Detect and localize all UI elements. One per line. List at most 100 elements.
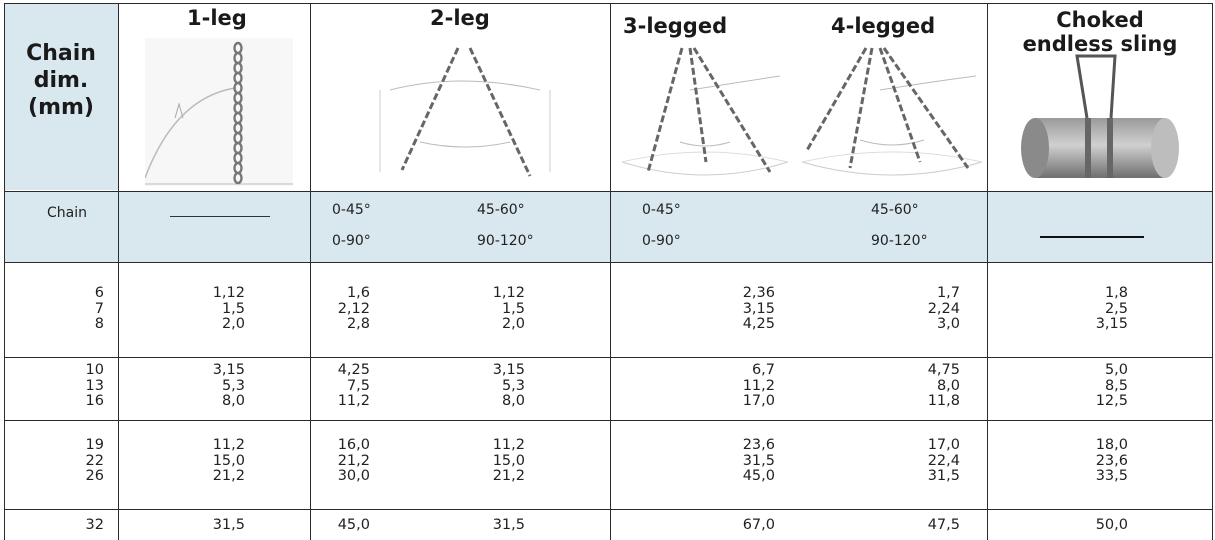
two-leg-b-value: 21,2: [492, 468, 525, 484]
three-four-b-value: 2,24: [927, 300, 960, 317]
two-leg-a-value: 21,2: [337, 452, 370, 469]
two-leg-a-value: 30,0: [337, 468, 370, 484]
three-four-a-value: 17,0: [742, 393, 775, 409]
group-1-dim: 6 7 8: [40, 285, 104, 333]
two-leg-b-value: 3,15: [492, 362, 525, 378]
one-leg-illustration: [145, 38, 293, 186]
one-leg-value: 1,5: [221, 300, 245, 317]
three-four-a-value: 4,25: [742, 316, 775, 332]
three-four-a-value: 3,15: [742, 300, 775, 317]
three-four-a-value: 2,36: [742, 285, 775, 301]
group-separator-2: [4, 420, 1213, 421]
choked-value: 3,15: [1095, 316, 1128, 332]
two-leg-b-value: 15,0: [492, 452, 525, 469]
group-1-one-leg: 1,12 1,5 2,0: [180, 285, 245, 333]
two-leg-a-value: 2,12: [337, 300, 370, 317]
two-leg-b-value: 1,5: [501, 300, 525, 317]
choked-value: 1,8: [1104, 285, 1128, 301]
group-4-choked: 50,0: [1060, 517, 1128, 534]
four-legged-illustration: [801, 47, 983, 176]
one-leg-value: 11,2: [212, 437, 245, 453]
header-bottom-border: [4, 191, 1213, 192]
three-four-angle-a2: 45-60°: [871, 202, 919, 218]
group-2-dim: 10 13 16: [40, 362, 104, 410]
two-leg-angle-b2: 90-120°: [477, 233, 534, 249]
two-leg-b-value: 5,3: [501, 377, 525, 394]
group-4-one-leg: 31,5: [180, 517, 245, 534]
column-divider-4: [987, 3, 988, 540]
group-1-three-four-a: 2,36 3,15 4,25: [690, 285, 775, 333]
choked-sling-illustration: [1021, 54, 1179, 178]
group-4-three-four-a: 67,0: [690, 517, 775, 534]
two-leg-a-value: 2,8: [346, 316, 370, 332]
three-four-b-value: 47,5: [927, 517, 960, 533]
table-left-border: [4, 3, 5, 540]
one-leg-angle-dash: [170, 216, 270, 217]
dim-value: 16: [85, 393, 104, 409]
group-3-dim: 19 22 26: [40, 437, 104, 485]
three-four-a-value: 6,7: [751, 362, 775, 378]
one-leg-value: 1,12: [212, 285, 245, 301]
three-four-a-value: 11,2: [742, 377, 775, 394]
two-leg-a-value: 1,6: [346, 285, 370, 301]
dim-value: 13: [85, 377, 104, 394]
dim-value: 32: [85, 517, 104, 533]
three-four-b-value: 31,5: [927, 468, 960, 484]
dim-value: 26: [85, 468, 104, 484]
three-four-a-value: 31,5: [742, 452, 775, 469]
one-leg-value: 31,5: [212, 517, 245, 533]
two-leg-angle-a2: 45-60°: [477, 202, 525, 218]
two-leg-angle-a1: 0-45°: [332, 202, 371, 218]
chain-dim-line-1: Chain: [26, 41, 96, 66]
choked-header: Choked endless sling: [988, 8, 1212, 56]
chain-dim-header: Chain dim. (mm): [4, 40, 118, 121]
two-leg-a-value: 16,0: [337, 437, 370, 453]
group-1-three-four-b: 1,7 2,24 3,0: [890, 285, 960, 333]
two-leg-angle-b1: 0-90°: [332, 233, 371, 249]
group-3-three-four-a: 23,6 31,5 45,0: [690, 437, 775, 485]
angle-row-bottom-border: [4, 262, 1213, 263]
group-4-dim: 32: [40, 517, 104, 534]
three-four-a-value: 45,0: [742, 468, 775, 484]
choked-line-1: Choked: [1056, 8, 1144, 32]
choked-angle-dash: [1040, 236, 1144, 238]
group-3-three-four-b: 17,0 22,4 31,5: [890, 437, 960, 485]
group-2-one-leg: 3,15 5,3 8,0: [180, 362, 245, 410]
two-leg-a-value: 11,2: [337, 393, 370, 409]
one-leg-header: 1-leg: [187, 6, 247, 30]
choked-value: 50,0: [1095, 517, 1128, 533]
two-leg-b-value: 1,12: [492, 285, 525, 301]
two-leg-a-value: 45,0: [337, 517, 370, 533]
one-leg-value: 3,15: [212, 362, 245, 378]
chain-dim-line-3: (mm): [28, 95, 94, 120]
group-1-two-leg-b: 1,12 1,5 2,0: [460, 285, 525, 333]
group-2-two-leg-a: 4,25 7,5 11,2: [320, 362, 370, 410]
choked-value: 8,5: [1104, 377, 1128, 394]
dim-value: 19: [85, 437, 104, 453]
one-leg-value: 21,2: [212, 468, 245, 484]
dim-value: 10: [85, 362, 104, 378]
choked-value: 5,0: [1104, 362, 1128, 378]
angle-row-chain-label: Chain: [47, 205, 87, 221]
three-four-a-value: 23,6: [742, 437, 775, 453]
choked-value: 12,5: [1095, 393, 1128, 409]
table-top-border: [4, 3, 1213, 4]
dim-value: 7: [94, 300, 104, 317]
group-2-two-leg-b: 3,15 5,3 8,0: [460, 362, 525, 410]
two-leg-b-value: 8,0: [501, 393, 525, 409]
angle-row-band: [4, 192, 1213, 262]
choked-value: 2,5: [1104, 300, 1128, 317]
three-four-b-value: 11,8: [927, 393, 960, 409]
group-4-two-leg-a: 45,0: [320, 517, 370, 534]
group-separator-1: [4, 357, 1213, 358]
group-separator-3: [4, 509, 1213, 510]
three-four-b-value: 1,7: [936, 285, 960, 301]
two-leg-a-value: 7,5: [346, 377, 370, 394]
three-four-b-value: 8,0: [936, 377, 960, 394]
column-divider-2: [310, 3, 311, 540]
dim-value: 22: [85, 452, 104, 469]
one-leg-value: 15,0: [212, 452, 245, 469]
two-leg-header: 2-leg: [430, 6, 490, 30]
group-3-two-leg-a: 16,0 21,2 30,0: [320, 437, 370, 485]
